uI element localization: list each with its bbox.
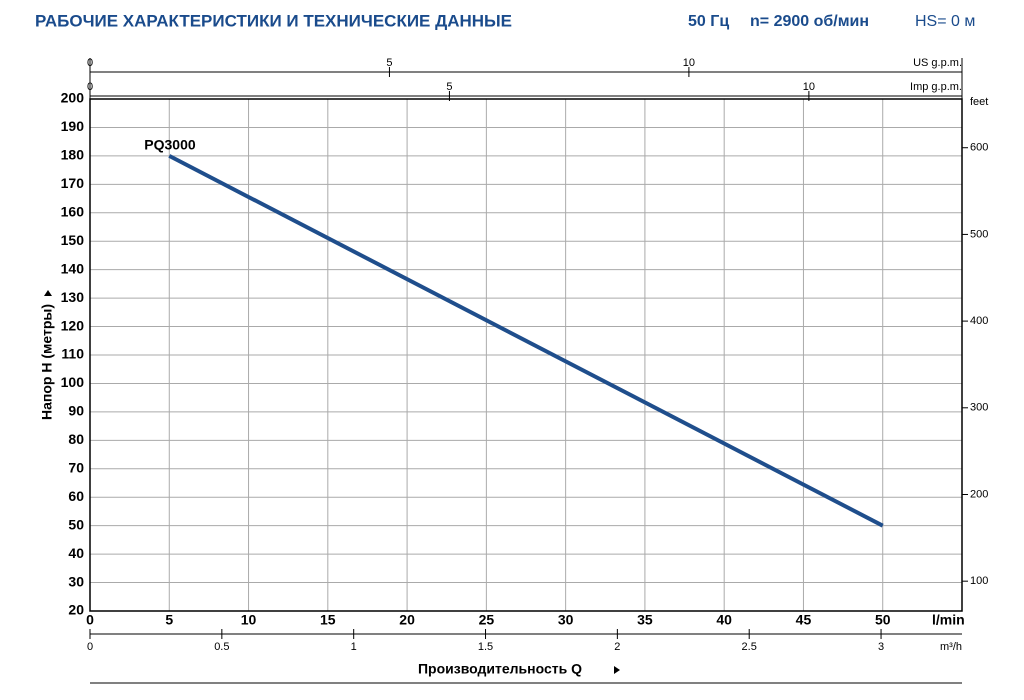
y-tick-label: 50 [68, 516, 84, 532]
plot-frame [89, 98, 963, 612]
y-tick-label: 170 [61, 175, 85, 191]
y-tick-label: 20 [68, 602, 84, 618]
axis-unit: feet [970, 96, 988, 108]
y-tick-label: 120 [61, 317, 85, 333]
y-tick-label: 70 [68, 459, 84, 475]
y-tick-label: 90 [68, 403, 84, 419]
y-tick-label: 160 [61, 203, 85, 219]
x-tick-label: 20 [399, 612, 415, 628]
x2-tick-label: 0 [87, 641, 93, 653]
y2-tick-label: 100 [970, 575, 988, 587]
x2-tick-label: 5 [386, 57, 392, 69]
y2-tick-label: 300 [970, 402, 988, 414]
x2-tick-label: 5 [446, 81, 452, 93]
x-tick-label: 0 [86, 612, 94, 628]
x2-tick-label: 2.5 [742, 641, 757, 653]
y2-tick-label: 400 [970, 315, 988, 327]
y2-tick-label: 500 [970, 228, 988, 240]
y-tick-label: 180 [61, 147, 85, 163]
curve-label: PQ3000 [144, 137, 196, 153]
x2-tick-label: 0.5 [214, 641, 229, 653]
axis-unit: m³/h [940, 641, 962, 653]
x-tick-label: 40 [716, 612, 732, 628]
y2-tick-label: 200 [970, 488, 988, 500]
x-axis-label: Производительность Q [418, 661, 582, 677]
y-tick-label: 100 [61, 374, 85, 390]
y-tick-label: 30 [68, 573, 84, 589]
x-tick-label: 30 [558, 612, 574, 628]
arrow [614, 666, 620, 674]
y-tick-label: 200 [61, 90, 85, 106]
x2-tick-label: 10 [803, 81, 815, 93]
x-tick-label: 25 [479, 612, 495, 628]
y-tick-label: 150 [61, 232, 85, 248]
chart-title: РАБОЧИЕ ХАРАКТЕРИСТИКИ И ТЕХНИЧЕСКИЕ ДАН… [35, 11, 512, 30]
x-tick-label: 35 [637, 612, 653, 628]
x-tick-label: 50 [875, 612, 891, 628]
y2-tick-label: 600 [970, 142, 988, 154]
x-tick-label: 10 [241, 612, 257, 628]
y-tick-label: 130 [61, 289, 85, 305]
arrow [44, 290, 52, 296]
y-tick-label: 80 [68, 431, 84, 447]
y-tick-label: 140 [61, 260, 85, 276]
x2-tick-label: 1.5 [478, 641, 493, 653]
speed: n= 2900 об/мин [750, 13, 869, 30]
x-tick-label: 5 [165, 612, 173, 628]
x2-tick-label: 1 [351, 641, 357, 653]
curve [168, 154, 884, 528]
x2-tick-label: 2 [614, 641, 620, 653]
y-tick-label: 60 [68, 488, 84, 504]
y-tick-label: 110 [61, 346, 84, 362]
y-tick-label: 190 [61, 118, 85, 134]
x2-tick-label: 3 [878, 641, 884, 653]
axis-unit: Imp g.p.m. [910, 81, 962, 93]
x2-tick-label: 10 [683, 57, 695, 69]
y-axis-label: Напор H (метры) [39, 304, 55, 420]
suction: HS= 0 м [915, 13, 975, 30]
y-tick-label: 40 [68, 545, 84, 561]
axis-unit: US g.p.m. [913, 57, 962, 69]
x-tick-label: 15 [320, 612, 336, 628]
x-unit: l/min [932, 612, 965, 628]
frequency: 50 Гц [688, 13, 729, 30]
x-tick-label: 45 [796, 612, 812, 628]
